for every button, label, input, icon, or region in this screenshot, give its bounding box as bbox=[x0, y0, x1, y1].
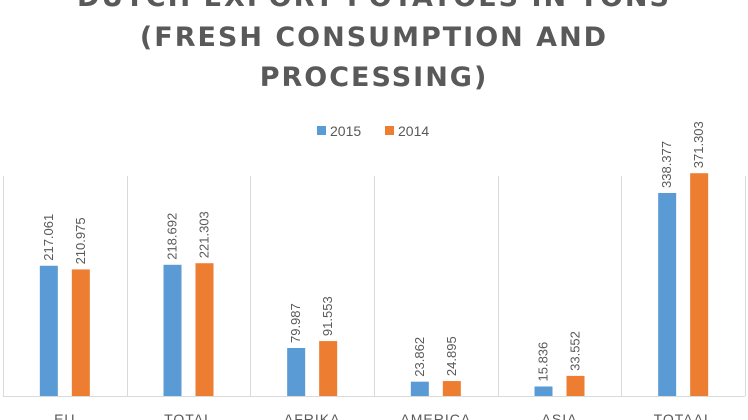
data-label-total-2015: 218.692 bbox=[165, 213, 180, 260]
plot-area: 217.061 210.975 EU 218.692 221.303 TOTAL 79.98… bbox=[3, 121, 746, 420]
legend-swatch-2015 bbox=[317, 126, 326, 135]
bar-asia-2015 bbox=[534, 386, 553, 396]
chart-title-line-3: PROCESSING) bbox=[260, 62, 489, 93]
bar-eu-2015 bbox=[39, 265, 58, 396]
bar-totaal-2014 bbox=[690, 173, 709, 396]
chart-title-line-1: DUTCH EXPORT POTATOES IN TONS bbox=[77, 0, 671, 13]
chart-title: DUTCH EXPORT POTATOES IN TONS (FRESH CON… bbox=[77, 0, 671, 93]
category-label-afrika: AFRIKA bbox=[284, 411, 341, 420]
category-label-asia: ASIA bbox=[542, 411, 578, 420]
data-label-eu-2014: 210.975 bbox=[73, 217, 88, 264]
category-label-totaal: TOTAAL bbox=[654, 411, 713, 420]
legend-label-2015: 2015 bbox=[330, 123, 361, 139]
chart-title-line-2: (FRESH CONSUMPTION AND bbox=[140, 22, 608, 53]
data-label-total-2014: 221.303 bbox=[197, 211, 212, 258]
bar-total-2015 bbox=[163, 264, 182, 396]
data-label-asia-2015: 15.836 bbox=[536, 342, 551, 382]
legend-label-2014: 2014 bbox=[398, 123, 429, 139]
data-label-eu-2015: 217.061 bbox=[41, 214, 56, 261]
bar-asia-2014 bbox=[566, 375, 585, 396]
bar-totaal-2015 bbox=[658, 192, 677, 396]
category-label-eu: EU bbox=[54, 411, 75, 420]
bar-afrika-2014 bbox=[319, 341, 338, 396]
data-label-totaal-2014: 371.303 bbox=[691, 121, 706, 168]
category-label-america: AMERICA bbox=[400, 411, 471, 420]
data-label-totaal-2015: 338.377 bbox=[659, 141, 674, 188]
bar-total-2014 bbox=[195, 263, 214, 396]
data-label-afrika-2015: 79.987 bbox=[288, 303, 303, 343]
data-label-america-2014: 24.895 bbox=[444, 336, 459, 376]
bar-afrika-2015 bbox=[287, 348, 306, 396]
legend: 2015 2014 bbox=[317, 123, 429, 139]
bar-eu-2014 bbox=[71, 269, 90, 396]
data-label-america-2015: 23.862 bbox=[412, 337, 427, 377]
data-label-afrika-2014: 91.553 bbox=[320, 296, 335, 336]
bar-america-2014 bbox=[442, 381, 461, 396]
bar-america-2015 bbox=[410, 381, 429, 396]
legend-swatch-2014 bbox=[385, 126, 394, 135]
category-label-total: TOTAL bbox=[164, 411, 213, 420]
data-label-asia-2014: 33.552 bbox=[568, 331, 583, 371]
